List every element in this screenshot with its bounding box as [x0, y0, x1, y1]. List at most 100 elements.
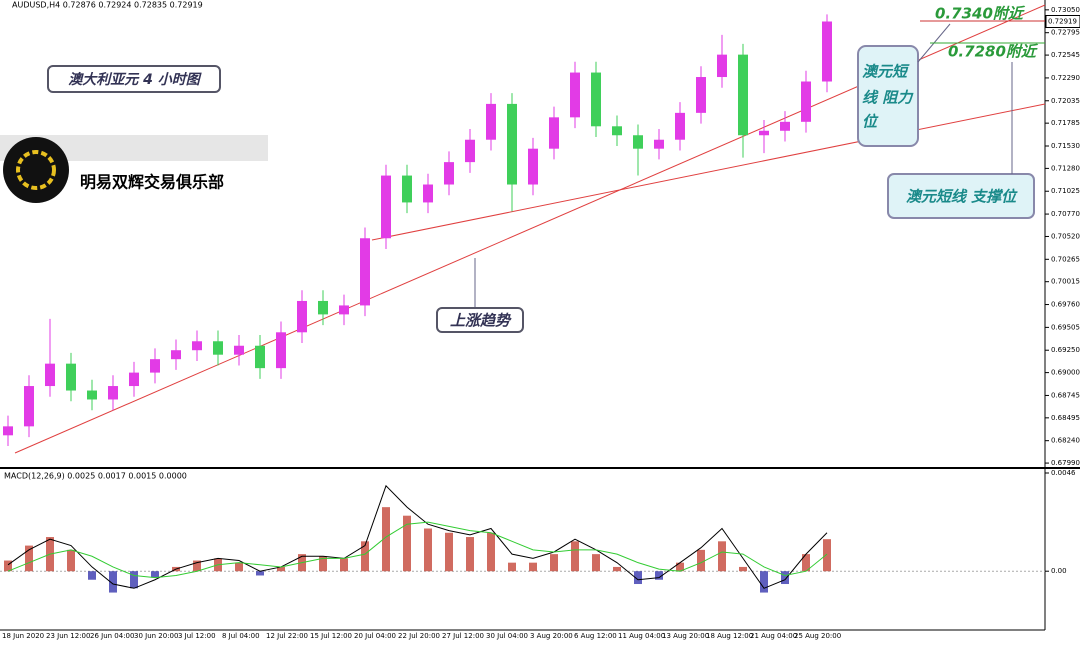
trend-line — [371, 103, 1046, 241]
macd-bar — [634, 571, 642, 585]
macd-bar — [403, 515, 411, 572]
candle-body — [822, 21, 832, 82]
y-tick-label: 0.71785 — [1051, 119, 1080, 127]
x-tick-label: 13 Aug 20:00 — [662, 632, 709, 640]
candle-body — [591, 72, 601, 127]
candle-body — [339, 305, 349, 315]
trend-box — [436, 307, 524, 333]
x-tick-label: 11 Aug 04:00 — [618, 632, 665, 640]
macd-bar — [340, 558, 348, 572]
macd-signal — [7, 521, 828, 579]
macd-bar — [382, 507, 390, 572]
macd-bar — [466, 537, 474, 572]
macd-bar — [256, 571, 264, 576]
candle-body — [486, 103, 496, 140]
candle-body — [801, 81, 811, 122]
x-tick-label: 8 Jul 04:00 — [222, 632, 260, 640]
candle-body — [234, 345, 244, 355]
x-tick-label: 18 Jun 2020 — [2, 632, 44, 640]
candle-body — [423, 184, 433, 203]
candle-body — [129, 372, 139, 387]
y-tick-label: 0.68495 — [1051, 414, 1080, 422]
candle-body — [465, 139, 475, 163]
y-tick-label: 0.72290 — [1051, 74, 1080, 82]
macd-bar — [571, 541, 579, 572]
macd-bar — [697, 549, 705, 572]
macd-bar — [4, 560, 12, 572]
club-name: 明易双辉交易俱乐部 — [80, 173, 224, 192]
y-tick-label: 0.70015 — [1051, 278, 1080, 286]
y-tick-label: 0.70770 — [1051, 210, 1080, 218]
candle-body — [213, 341, 223, 355]
macd-bar — [193, 560, 201, 572]
macd-bar — [529, 562, 537, 572]
resistance-label: 位 — [862, 113, 879, 131]
candle-body — [507, 103, 517, 185]
title-box — [47, 65, 221, 93]
macd-bar — [487, 532, 495, 572]
y-tick-label: 0.71025 — [1051, 187, 1080, 195]
x-tick-label: 3 Jul 12:00 — [178, 632, 216, 640]
macd-line — [7, 484, 828, 589]
macd-bar — [718, 541, 726, 572]
y-tick-label: 0.67990 — [1051, 459, 1080, 467]
candle-body — [759, 130, 769, 136]
macd-bar — [67, 549, 75, 572]
macd-bar — [277, 566, 285, 572]
candle-body — [654, 139, 664, 149]
macd-bar — [130, 571, 138, 589]
candle-body — [66, 363, 76, 391]
candle-body — [3, 426, 13, 436]
y-tick-label: 0.69000 — [1051, 369, 1080, 377]
x-tick-label: 30 Jul 04:00 — [486, 632, 528, 640]
candle-body — [87, 390, 97, 400]
x-tick-label: 6 Aug 12:00 — [574, 632, 617, 640]
price-tag-label: 0.72919 — [1048, 17, 1077, 25]
y-tick-label: 0.72545 — [1051, 51, 1080, 59]
candle-body — [276, 332, 286, 369]
chart-title: 澳大利亚元 4 小时图 — [68, 71, 201, 88]
macd-bar — [676, 562, 684, 572]
resistance-box — [857, 45, 919, 147]
macd-bar — [802, 554, 810, 572]
candle-body — [633, 135, 643, 149]
x-tick-label: 3 Aug 20:00 — [530, 632, 573, 640]
macd-bar — [613, 566, 621, 572]
y-tick-label: 0.71530 — [1051, 142, 1080, 150]
candle-body — [171, 350, 181, 360]
y-tick-label: 0.72035 — [1051, 97, 1080, 105]
candle-body — [192, 341, 202, 351]
y-tick-label: 0.73050 — [1051, 6, 1080, 14]
x-tick-label: 15 Jul 12:00 — [310, 632, 352, 640]
symbol-header: AUDUSD,H4 0.72876 0.72924 0.72835 0.7291… — [12, 1, 203, 10]
candle-body — [297, 300, 307, 333]
candle-body — [318, 300, 328, 315]
candle-body — [24, 386, 34, 427]
y-tick-label: 0.72795 — [1051, 29, 1080, 37]
candle-body — [738, 54, 748, 136]
macd-bar — [592, 554, 600, 572]
price-tag — [1045, 14, 1080, 28]
macd-bar — [235, 562, 243, 572]
y-tick-label: 0.68745 — [1051, 391, 1080, 399]
y-tick-label: 0.70520 — [1051, 232, 1080, 240]
candle-body — [570, 72, 580, 118]
candle-body — [612, 126, 622, 136]
candle-body — [675, 112, 685, 140]
macd-bar — [151, 571, 159, 578]
y-tick-label: 0.00 — [1051, 567, 1067, 575]
logo — [3, 137, 69, 203]
resistance-label: 澳元短 — [862, 63, 910, 81]
candle-body — [444, 162, 454, 185]
x-tick-label: 27 Jul 12:00 — [442, 632, 484, 640]
x-tick-label: 23 Jun 12:00 — [46, 632, 90, 640]
macd-bar — [319, 556, 327, 572]
macd-bar — [781, 571, 789, 585]
x-tick-label: 30 Jun 20:00 — [134, 632, 178, 640]
y-tick-label: 0.68240 — [1051, 437, 1080, 445]
resistance-label: 线 阻力 — [862, 89, 914, 107]
candle-body — [255, 345, 265, 369]
macd-bar — [445, 532, 453, 572]
macd-bar — [760, 571, 768, 593]
